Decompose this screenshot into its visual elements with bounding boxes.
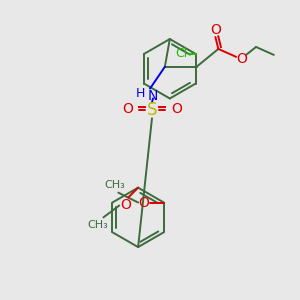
Text: CH₃: CH₃ (87, 220, 108, 230)
Text: O: O (210, 23, 221, 37)
Text: O: O (120, 199, 131, 212)
Text: H: H (136, 87, 145, 100)
Text: O: O (171, 102, 182, 116)
Text: Cl: Cl (176, 47, 188, 60)
Text: O: O (122, 102, 133, 116)
Text: O: O (139, 196, 149, 209)
Text: O: O (237, 52, 248, 66)
Text: N: N (148, 88, 158, 103)
Text: CH₃: CH₃ (104, 180, 125, 190)
Text: S: S (147, 101, 157, 119)
